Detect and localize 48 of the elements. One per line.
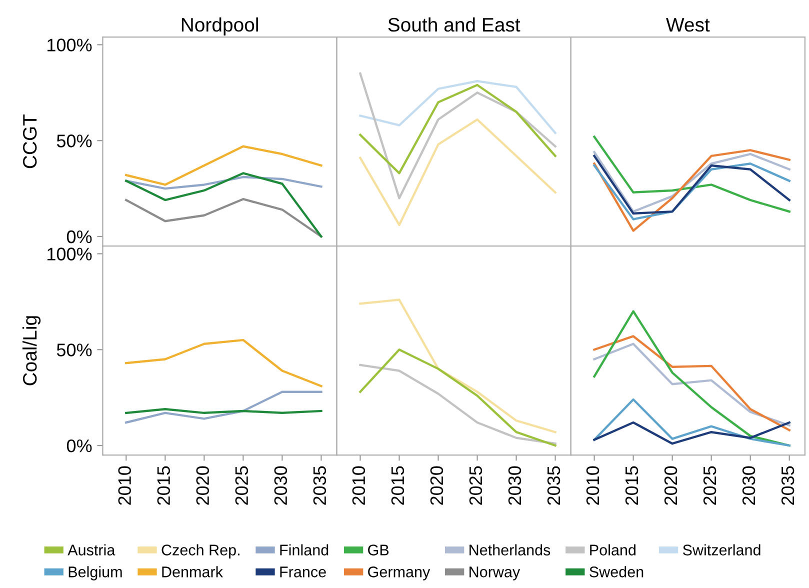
line-series [125, 172, 322, 238]
legend-label: Norway [470, 566, 520, 580]
x-tick-label: 2025 [703, 466, 716, 505]
line-series [125, 198, 322, 238]
x-tick-label: 2030 [274, 466, 288, 505]
legend-label: Poland [590, 544, 636, 556]
x-tick-label: 2010 [118, 466, 131, 505]
x-tick-label: 2025 [469, 466, 482, 505]
x-tick-label: 2035 [781, 466, 794, 505]
chart-title: South and East [388, 17, 520, 32]
legend-label: Germany [368, 566, 430, 580]
x-tick-label: 2035 [313, 466, 326, 505]
x-tick-label: 2025 [235, 466, 248, 505]
y-tick-label: 0% [66, 230, 92, 244]
x-tick-label: 2015 [625, 466, 638, 505]
y-axis-title: CCGT [22, 114, 37, 168]
legend-label: Czech Rep. [162, 544, 240, 558]
x-tick-label: 2020 [196, 466, 210, 505]
line-series [125, 145, 322, 186]
x-tick-label: 2015 [157, 466, 170, 505]
legend-label: Sweden [590, 566, 644, 578]
line-series [125, 390, 322, 424]
y-axis-title: Coal/Lig [22, 316, 41, 386]
legend-label: Denmark [162, 566, 223, 578]
x-tick-label: 2020 [430, 466, 444, 505]
y-tick-label: 50% [56, 344, 92, 356]
legend-label: Finland [280, 544, 328, 556]
y-tick-label: 0% [66, 439, 92, 452]
x-tick-label: 2035 [547, 466, 560, 505]
x-tick-label: 2010 [586, 466, 600, 505]
line-series [125, 338, 322, 388]
x-tick-label: 2030 [508, 466, 522, 505]
chart-title: Nordpool [182, 17, 258, 36]
y-tick-label: 50% [56, 134, 92, 148]
legend-label: Switzerland [682, 544, 760, 556]
legend-label: GB [368, 544, 389, 556]
legend-label: France [280, 566, 326, 578]
x-tick-label: 2015 [391, 466, 404, 505]
y-tick-label: 100% [48, 38, 92, 52]
legend-label: Netherlands [470, 544, 550, 556]
line-series [125, 176, 322, 190]
chart-title: West [666, 18, 710, 32]
legend-label: Belgium [68, 566, 122, 580]
y-tick-label: 100% [48, 248, 92, 260]
legend-label: Austria [68, 544, 116, 556]
x-tick-label: 2010 [352, 466, 366, 505]
x-tick-label: 2020 [664, 466, 678, 505]
x-tick-label: 2030 [742, 466, 756, 505]
